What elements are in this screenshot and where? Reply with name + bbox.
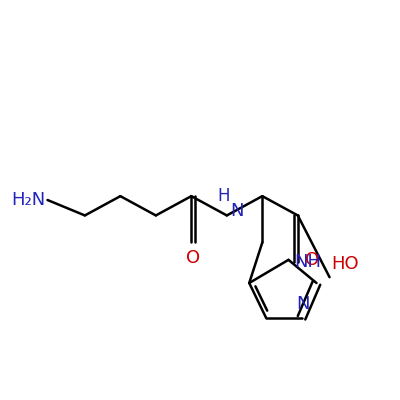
Text: H₂N: H₂N: [11, 191, 46, 209]
Text: NH: NH: [294, 253, 321, 271]
Text: N: N: [230, 202, 244, 220]
Text: HO: HO: [332, 255, 359, 273]
Text: N: N: [297, 295, 310, 313]
Text: H: H: [218, 187, 230, 205]
Text: O: O: [304, 251, 319, 269]
Text: O: O: [186, 250, 200, 268]
